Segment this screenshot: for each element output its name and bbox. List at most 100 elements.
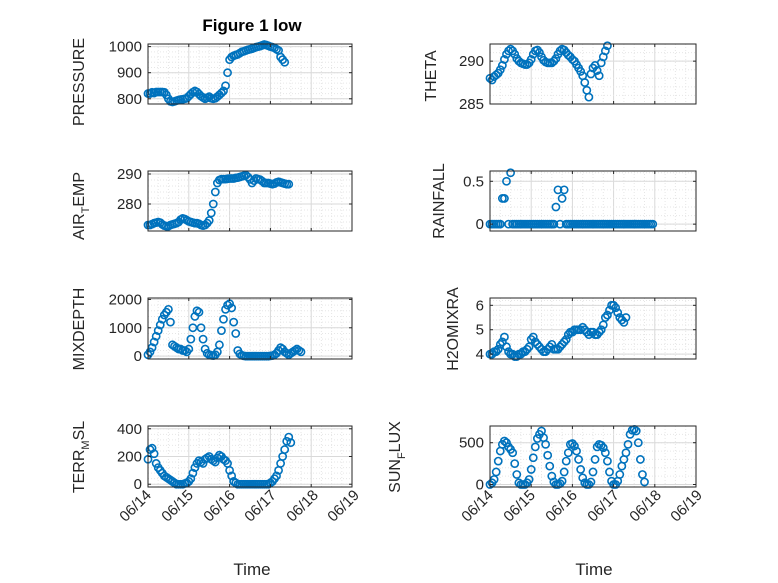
ylabel-h2omixra: H2OMIXRA	[445, 287, 462, 371]
data-point	[249, 176, 259, 185]
data-point	[609, 300, 618, 310]
data-point	[600, 313, 610, 322]
data-point	[296, 347, 306, 357]
xticks-right: 06/14 06/15 06/16 06/17 06/18 06/19	[458, 487, 706, 526]
data-point	[153, 326, 163, 336]
ytick-label: 0	[476, 216, 484, 233]
ytick-label: 280	[117, 196, 142, 213]
data-point	[225, 465, 234, 475]
data-point	[598, 443, 608, 453]
data-point	[592, 66, 602, 75]
data-point	[280, 445, 290, 454]
data-point	[541, 439, 551, 449]
data-point	[204, 216, 214, 225]
data-point	[615, 470, 625, 479]
data-point	[633, 438, 643, 448]
data-point	[214, 340, 224, 350]
data-point	[535, 48, 544, 57]
data-point	[500, 436, 509, 446]
xlabel-left: Time	[233, 560, 270, 579]
data-point	[149, 337, 159, 347]
ytick-label: 900	[117, 65, 142, 82]
axes-box	[489, 425, 697, 488]
data-point	[576, 465, 586, 474]
data-point	[502, 176, 511, 186]
data-point	[489, 475, 499, 484]
xtick-label: 06/16	[200, 487, 239, 526]
data-point	[190, 463, 200, 472]
data-point	[231, 329, 241, 338]
data-point	[504, 219, 513, 229]
data-point	[561, 456, 571, 466]
xtick-label: 06/17	[584, 487, 623, 526]
ytick-label: 500	[459, 435, 484, 452]
data-point	[272, 471, 281, 481]
data-point	[221, 304, 230, 314]
data-point	[198, 459, 208, 468]
data-point	[280, 57, 290, 67]
ylabel-rainfall: RAINFALL	[431, 163, 448, 239]
data-point	[510, 459, 520, 469]
data-point	[590, 455, 600, 464]
plot-area-rainfall: 00.5	[463, 168, 697, 233]
plot-area-sun-flux: 0 500	[459, 424, 697, 493]
data-point	[572, 446, 581, 456]
data-point	[559, 337, 569, 347]
data-point	[500, 332, 509, 342]
xtick-label: 06/18	[283, 487, 322, 526]
data-point	[578, 473, 588, 483]
data-point	[582, 327, 592, 337]
data-point	[603, 41, 612, 51]
data-point	[502, 438, 511, 448]
ytick-label: 0	[134, 476, 142, 493]
data-point	[506, 168, 515, 178]
data-point	[640, 477, 649, 487]
data-point	[186, 474, 196, 484]
data-point	[600, 448, 610, 458]
plot-area-mixdepth: 0 1000 2000	[109, 291, 353, 365]
data-point	[502, 342, 511, 352]
xtick-label: 06/15	[500, 487, 539, 526]
axes-box	[489, 43, 697, 105]
ytick-label: 2000	[109, 291, 142, 308]
plot-area-air-temp: 280 290	[117, 166, 353, 232]
data-point	[200, 344, 210, 354]
data-point	[557, 194, 567, 203]
data-point	[186, 334, 196, 344]
data-point	[210, 457, 220, 467]
xticks-left: 06/14 06/15 06/16 06/17 06/18 06/19	[116, 487, 363, 526]
ytick-label: 4	[476, 346, 484, 363]
data-point	[163, 304, 173, 314]
data-point	[553, 185, 563, 195]
data-point	[491, 467, 501, 477]
axes-box	[147, 43, 353, 105]
data-point	[286, 438, 296, 448]
data-point	[613, 308, 623, 318]
xtick-label: 06/17	[241, 487, 280, 526]
data-point	[603, 310, 612, 320]
data-point	[495, 219, 505, 229]
data-point	[166, 317, 175, 327]
data-point	[549, 219, 559, 229]
data-point	[524, 475, 534, 484]
plot-area-pressure: 800 900 1000	[109, 39, 353, 108]
data-point	[563, 448, 573, 458]
data-point	[594, 71, 604, 81]
data-point	[588, 467, 598, 477]
ytick-label: 290	[117, 166, 142, 183]
data-point	[594, 327, 604, 337]
data-point	[210, 187, 220, 197]
ytick-label: 0	[134, 348, 142, 365]
data-point	[635, 455, 645, 464]
ylabel-pressure: PRESSURE	[71, 38, 88, 126]
data-point	[555, 219, 565, 229]
data-point	[522, 344, 532, 354]
data-point	[611, 303, 621, 313]
data-point	[188, 323, 198, 333]
data-point	[219, 86, 228, 96]
data-point	[157, 314, 167, 324]
data-point	[500, 55, 509, 64]
data-point	[282, 436, 292, 446]
data-point	[586, 477, 596, 487]
